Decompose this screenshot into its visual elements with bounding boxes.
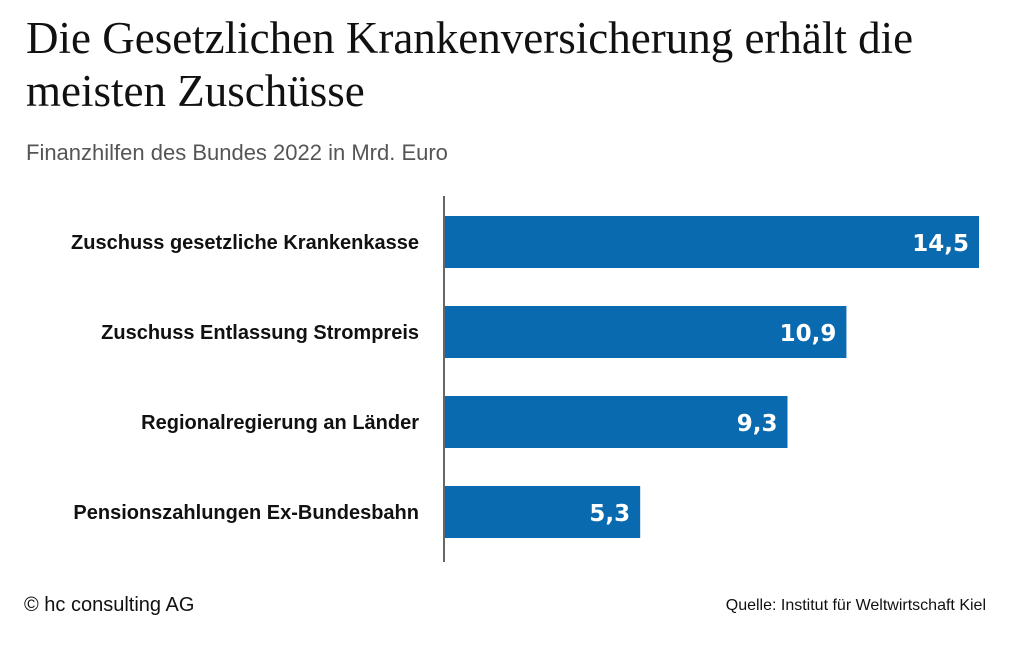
category-label-3: Regionalregierung an Länder (141, 412, 419, 434)
chart-title: Die Gesetzlichen Krankenversicherung erh… (26, 13, 914, 116)
bar-4 (445, 486, 641, 538)
copyright-text: © hc consulting AG (24, 594, 195, 616)
bar-2 (445, 306, 847, 358)
bars-layer: 14,5 Zuschuss gesetzliche Krankenkasse 10,… (71, 216, 979, 538)
bar-3 (445, 396, 788, 448)
chart-subtitle: Finanzhilfen des Bundes 2022 in Mrd. Eur… (26, 140, 448, 165)
bar-value-label-3: 9,3 (737, 411, 778, 437)
source-text: Quelle: Institut für Weltwirtschaft Kiel (725, 597, 986, 614)
bar-value-label-2: 10,9 (780, 321, 837, 347)
bar-value-label-1: 14,5 (912, 231, 969, 257)
category-label-1: Zuschuss gesetzliche Krankenkasse (71, 232, 419, 254)
bar-value-label-4: 5,3 (589, 501, 630, 527)
bar-1 (445, 216, 979, 268)
category-label-4: Pensionszahlungen Ex-Bundesbahn (73, 502, 419, 524)
category-label-2: Zuschuss Entlassung Strompreis (101, 322, 419, 344)
